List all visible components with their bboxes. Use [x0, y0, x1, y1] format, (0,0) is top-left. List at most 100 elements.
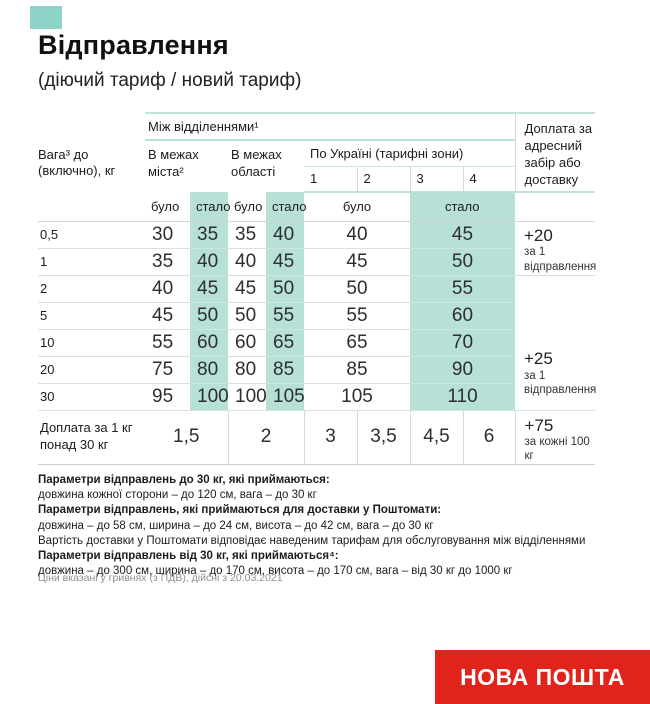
cell-city-now: 50 [190, 302, 228, 330]
table-row-10kg: 10 55 60 60 65 65 70 [38, 329, 595, 357]
weight-label: 2 [38, 275, 145, 303]
cell-region-now: 55 [266, 302, 304, 330]
cell-zones-now: 55 [410, 275, 515, 303]
footnote-line: довжина – до 58 см, ширина – до 24 см, в… [38, 519, 434, 532]
cell-zones-was: 50 [304, 275, 410, 303]
surcharge-note: за 1 відправлення [524, 369, 597, 397]
cell-surcharge-region: 2 [227, 410, 304, 465]
table-row-20kg: 20 75 80 80 85 85 90 [38, 356, 595, 384]
header-row-branches: Вага³ до (включно), кг Між відділеннями¹… [38, 112, 595, 222]
cell-city-was: 30 [145, 221, 190, 249]
cell-city-now: 40 [190, 248, 228, 276]
table-row-30kg: 30 95 100 100 105 105 110 [38, 383, 595, 411]
cell-city-was: 95 [145, 383, 190, 411]
cell-zones-now: 70 [410, 329, 515, 357]
city-was-header: було [145, 192, 190, 222]
cell-region-was: 35 [228, 221, 266, 249]
table-row-0-5kg: 0,5 30 35 35 40 40 45 +20 за 1 відправле… [38, 221, 596, 276]
address-surcharge-header: Доплата за адресний забір або доставку [514, 112, 595, 193]
footnote-line: довжина кожної сторони – до 120 см, вага… [38, 489, 317, 502]
cell-zones-now: 60 [410, 302, 515, 330]
cell-zones-was: 45 [304, 248, 410, 276]
cell-zones-now: 110 [410, 383, 515, 411]
surcharge-value: +75 [524, 415, 554, 435]
cell-region-was: 100 [228, 383, 267, 411]
cell-region-now: 65 [266, 329, 304, 357]
cell-zones-now: 45 [410, 221, 515, 249]
header-row-scopes: В межах міста² В межах області По Україн… [38, 140, 595, 179]
surcharge-note: за 1 відправлення [524, 246, 597, 273]
brand-name: НОВА ПОШТА [460, 663, 625, 690]
weight-label: 20 [38, 356, 145, 384]
footnote-line: довжина – до 300 см, ширина – до 170 см,… [38, 565, 513, 578]
address-header-spacer [514, 192, 595, 222]
cell-city-was: 40 [145, 275, 190, 303]
cell-zones-was: 55 [304, 302, 410, 330]
weight-label: 30 [38, 383, 145, 411]
surcharge-value: +20 [524, 225, 553, 245]
weight-column-header: Вага³ до (включно), кг [38, 113, 145, 222]
within-region-header: В межах області [231, 146, 282, 179]
address-surcharge-25: +25 за 1 відправлення [515, 275, 597, 411]
cell-zones-was: 65 [304, 329, 410, 357]
footnote-line: Параметри відправлень до 30 кг, які прий… [38, 474, 330, 486]
cell-region-was: 40 [228, 248, 266, 276]
table-row-2kg: 2 40 45 45 50 50 55 +25 за 1 відправленн… [38, 275, 596, 411]
city-now-header: стало [190, 192, 231, 222]
cell-city-now: 45 [190, 275, 228, 303]
footnote-line: Параметри відправлень від 30 кг, які при… [38, 550, 339, 563]
cell-zones-was: 85 [304, 356, 410, 384]
table-row-1kg: 1 35 40 40 45 45 50 [38, 248, 595, 276]
footnote-line: Параметри відправлень, які приймаються д… [38, 504, 442, 517]
table-row-over-30kg-surcharge: Доплата за 1 кг понад 30 кг 1,5 2 3 3,5 … [38, 410, 595, 465]
weight-label: 0,5 [38, 221, 145, 249]
ukraine-zones-header: По Україні (тарифні зони) [304, 140, 515, 167]
header-row-was-now: було стало було стало було стало [38, 192, 595, 222]
weight-label: 10 [38, 329, 145, 357]
address-surcharge-75: +75 за кожні 100 кг [514, 410, 595, 465]
page-title: Відправлення [38, 30, 229, 60]
between-branches-header: Між відділеннями¹ [145, 112, 515, 141]
address-surcharge-20: +20 за 1 відправлення [515, 221, 597, 276]
table-row-5kg: 5 45 50 50 55 55 60 [38, 302, 595, 330]
weight-label: 5 [38, 302, 145, 330]
cell-city-was: 55 [145, 329, 190, 357]
surcharge-note: за кожні 100 кг [524, 436, 590, 463]
brand-corner-square [30, 6, 62, 29]
cell-city-now: 80 [190, 356, 228, 384]
cell-region-now: 105 [266, 383, 305, 411]
cell-zones-was: 40 [304, 221, 410, 249]
cell-region-was: 45 [228, 275, 266, 303]
cell-region-now: 40 [266, 221, 304, 249]
cell-surcharge-zone4: 6 [462, 410, 515, 465]
within-city-header: В межах міста² [148, 146, 199, 179]
cell-zones-now: 50 [410, 248, 515, 276]
cell-surcharge-zone3: 4,5 [409, 410, 463, 465]
footnotes: Параметри відправлень до 30 кг, які прий… [38, 473, 598, 579]
surcharge-value: +25 [524, 349, 553, 369]
cell-city-was: 35 [145, 248, 190, 276]
weight-label: 1 [38, 248, 145, 276]
page-subtitle: (діючий тариф / новий тариф) [38, 70, 302, 91]
cell-zones-now: 90 [410, 356, 515, 384]
cell-region-now: 45 [266, 248, 304, 276]
over-30kg-label: Доплата за 1 кг понад 30 кг [38, 410, 145, 465]
zone-1-header: 1 [304, 166, 357, 193]
cell-city-now: 100 [190, 383, 229, 411]
cell-surcharge-zone1: 3 [303, 410, 357, 465]
nova-poshta-logo: НОВА ПОШТА [435, 650, 650, 704]
header-row-zone-numbers: 1 2 3 4 [38, 166, 595, 193]
zones-now-header: стало [410, 192, 515, 222]
region-now-header: стало [266, 192, 307, 222]
zone-4-header: 4 [462, 166, 515, 193]
cell-city-now: 60 [190, 329, 228, 357]
zone-3-header: 3 [409, 166, 463, 193]
cell-region-was: 50 [228, 302, 266, 330]
zone-2-header: 2 [356, 166, 410, 193]
cell-region-was: 80 [228, 356, 266, 384]
cell-region-now: 50 [266, 275, 304, 303]
cell-surcharge-city: 1,5 [145, 410, 228, 465]
footnote-line: Вартість доставки у Поштомати відповідає… [38, 534, 586, 547]
cell-city-was: 75 [145, 356, 190, 384]
